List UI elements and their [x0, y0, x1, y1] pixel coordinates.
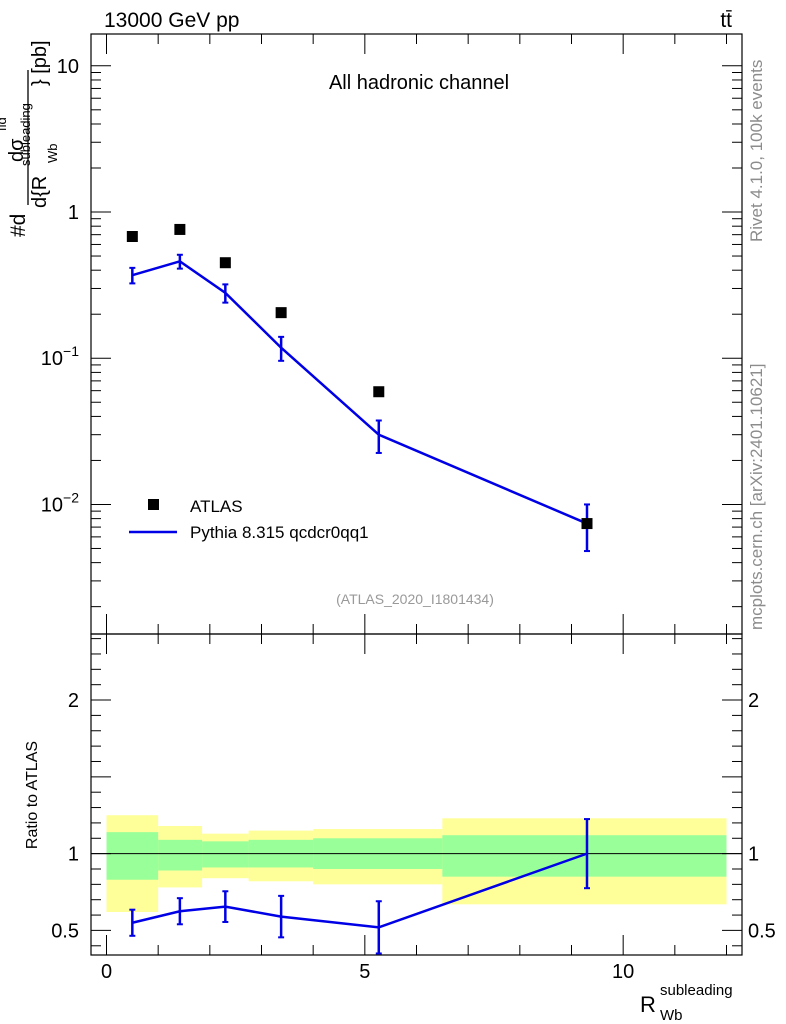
legend-atlas-marker — [148, 499, 159, 510]
energy-label: 13000 GeV pp — [104, 9, 239, 32]
chart-texts: 13000 GeV pp tt̄ All hadronic channel (ATLA… — [0, 9, 733, 1024]
ratio-uncertainty-bands — [106, 815, 727, 912]
atlas-point — [373, 386, 385, 398]
ratio-line — [132, 852, 588, 929]
main-panel-frame — [90, 33, 743, 635]
atlas-point — [275, 307, 287, 319]
mcplots-label: mcplots.cern.ch [arXiv:2401.10621] — [747, 363, 766, 630]
ratio-y-tick-label-right: 2 — [748, 690, 759, 712]
chart-title: All hadronic channel — [329, 72, 509, 94]
y-label-denominator: d{R — [29, 176, 51, 208]
atlas-point — [126, 231, 138, 243]
rivet-version-label: Rivet 4.1.0, 100k events — [747, 59, 766, 242]
legend: ATLAS Pythia 8.315 qcdcr0qq1 — [129, 497, 369, 542]
ratio-y-tick-label: 2 — [68, 690, 79, 712]
band-1sigma — [202, 841, 249, 868]
x-tick-label: 0 — [101, 961, 112, 983]
ratio-y-tick-label-right: 0.5 — [748, 920, 776, 942]
mc-line — [131, 259, 588, 525]
axis-tick-labels: 10 1 10−1 10−2 0.5 0.5 1 1 2 2 0 5 10 — [41, 56, 776, 983]
x-tick-label: 5 — [359, 961, 370, 983]
y-axis-label: #d dσ fid d{R subleading Wb } [pb] — [0, 40, 60, 237]
y-label-suffix: } [pb] — [29, 40, 51, 86]
y-label-denominator-sup: subleading — [18, 103, 33, 166]
ratio-panel-frame — [90, 633, 743, 956]
y-label-numerator: dσ — [6, 138, 28, 162]
ratio-y-tick-label-right: 1 — [748, 844, 759, 866]
x-axis-label: R — [640, 992, 656, 1017]
x-axis-label-sub: Wb — [660, 1007, 683, 1024]
atlas-point — [219, 257, 231, 269]
y-tick-label: 1 — [68, 202, 79, 224]
data-series — [126, 223, 593, 955]
panel-frames — [90, 33, 743, 956]
ratio-y-axis-label: Ratio to ATLAS — [24, 741, 41, 849]
ratio-y-tick-label: 0.5 — [51, 920, 79, 942]
y-tick-label: 10 — [57, 56, 79, 78]
analysis-tag: (ATLAS_2020_I1801434) — [336, 591, 494, 607]
x-tick-label: 10 — [612, 961, 634, 983]
y-label-numerator-sup: fid — [0, 117, 9, 131]
band-1sigma — [106, 832, 159, 880]
y-tick-label: 10−1 — [41, 343, 79, 370]
y-tick-label: 10−2 — [41, 489, 79, 516]
process-label: tt̄ — [720, 9, 732, 32]
x-axis-label-sup: subleading — [660, 982, 733, 999]
y-label-prefix: #d — [7, 214, 30, 237]
ratio-y-tick-label: 1 — [68, 844, 79, 866]
y-label-denominator-sub: Wb — [45, 144, 60, 164]
axis-ticks — [91, 34, 742, 955]
legend-atlas-label: ATLAS — [190, 497, 243, 516]
band-1sigma — [158, 839, 203, 871]
legend-mc-label: Pythia 8.315 qcdcr0qq1 — [190, 523, 369, 542]
atlas-point — [581, 518, 593, 530]
band-1sigma — [442, 835, 727, 877]
atlas-point — [174, 223, 186, 235]
